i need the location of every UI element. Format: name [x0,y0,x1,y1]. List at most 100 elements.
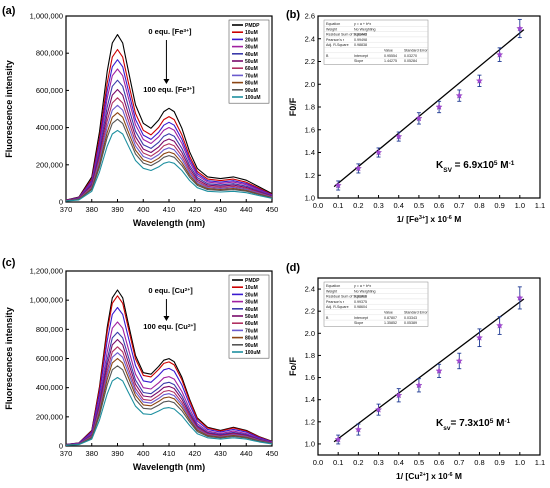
fit-table-cell: Adj. R-Square [326,43,349,47]
fit-table-cell: Standard Error [404,49,428,53]
x-tick-label: 390 [111,449,124,458]
annotation-end: 100 equ. [Fe3+] [143,85,195,94]
panel-label-b: (b) [286,9,300,21]
x-tick-label: 0.9 [494,458,504,467]
x-tick-label: 0.0 [313,458,323,467]
x-tick-label: 0.5 [414,458,424,467]
y-axis-title: F0/F [288,97,298,116]
legend-entry: 20uM [245,37,258,43]
y-tick-label: 1.8 [305,103,315,112]
y-tick-label: 600,000 [36,86,63,95]
x-tick-label: 390 [111,205,124,214]
fit-table-cell: 0.95554 [384,54,397,58]
x-tick-label: 410 [163,205,176,214]
y-tick-label: 2.4 [305,285,315,294]
x-tick-label: 410 [163,449,176,458]
legend-entry: 10uM [245,285,258,291]
fit-table-cell: Value [384,49,393,53]
legend-entry: 80uM [245,336,258,342]
legend-entry: 30uM [245,300,258,306]
y-tick-label: 1.0 [305,439,315,448]
y-tick-label: 1.4 [305,148,315,157]
series-line [65,338,273,446]
legend-entry: 60uM [245,66,258,72]
series-line [65,129,273,202]
fit-line [333,298,525,443]
data-point [334,181,342,189]
legend-entry: 60uM [245,321,258,327]
data-point [516,294,524,301]
data-point [455,357,463,364]
fit-table-cell: Adj. R-Square [326,305,349,309]
y-tick-label: 2.0 [305,329,315,338]
legend-entry: 10uM [245,30,258,36]
ksv-annotation: Ksv= 7.3x105 M-1 [436,418,511,432]
x-tick-label: 1.0 [515,458,525,467]
y-tick-label: 1,200,000 [30,267,63,276]
x-tick-label: 0.7 [454,201,464,210]
data-point [496,322,504,329]
fit-table-cell: B [326,316,329,320]
y-axis-title: Fluorescences intensity [4,307,14,410]
fit-table-cell: 1.44275 [384,59,397,63]
x-tick-label: 0.2 [353,201,363,210]
fit-table-cell: 0.03343 [404,316,417,320]
fit-table-cell: Standard Error [404,311,428,315]
fit-table-cell: 0.99498 [354,38,367,42]
fit-table-cell: 0.99375 [354,300,367,304]
legend-entry: 90uM [245,88,258,94]
x-tick-label: 1.1 [535,458,545,467]
x-axis-title: 1/ [Fe3+] x 10-6 M [397,214,462,224]
y-tick-label: 0 [59,442,63,451]
arrow-head [163,79,170,84]
legend-entry: 70uM [245,73,258,79]
series-line [65,376,273,446]
annotation-end: 100 equ. [Cu2+] [143,322,196,331]
chart-d: 0.0 0.1 0.2 0.3 0.4 0.5 0.6 0.7 0.8 0.9 1.0 1.1 1.0 1… [288,277,545,481]
data-point [476,77,483,84]
y-axis-title: Fo/F [288,357,298,376]
y-tick-label: 1.4 [305,395,315,404]
x-tick-label: 0.9 [494,201,504,210]
x-tick-label: 0.4 [394,201,404,210]
x-tick-label: 0.6 [434,458,444,467]
panel-label-d: (d) [286,262,300,274]
legend-entry: 50uM [245,59,258,65]
x-tick-label: 400 [137,449,150,458]
x-tick-label: 1.1 [535,201,545,210]
series-line [65,34,273,201]
fit-table-cell: No Weighting [354,27,376,31]
x-tick-label: 450 [266,205,279,214]
fit-table-cell: 0.01916 [354,295,367,299]
y-tick-label: 0 [59,198,63,207]
y-tick-label: 800,000 [36,49,63,58]
panel-label-a: (a) [2,5,16,17]
legend-entry: 20uM [245,292,258,298]
fit-table-cell: B [326,54,329,58]
x-axis-title: Wavelength (nm) [133,218,205,228]
fit-table-cell: y = a + b*x [354,284,371,288]
y-axis-title: Fluorescence intensity [4,60,14,158]
x-tick-label: 0.8 [474,201,484,210]
series-line [65,59,273,201]
fit-table-cell: 0.87807 [384,316,397,320]
x-tick-label: 450 [266,449,279,458]
data-point [476,334,483,341]
data-point [354,426,362,433]
x-tick-label: 1.0 [515,201,525,210]
y-tick-label: 200,000 [36,412,63,421]
series-line [65,104,273,202]
data-point [435,103,443,110]
y-tick-label: 200,000 [36,160,63,169]
data-point [395,391,403,399]
x-tick-label: 430 [214,205,227,214]
x-tick-label: 430 [214,449,227,458]
plot-frame [317,277,541,456]
fit-table-cell: Equation [326,22,340,26]
fit-table-cell: Residual Sum of Squares [326,295,367,299]
legend-entry: PMDP [245,23,260,29]
series-line [65,88,273,202]
x-tick-label: 370 [60,449,73,458]
legend-entry: 30uM [245,45,258,51]
